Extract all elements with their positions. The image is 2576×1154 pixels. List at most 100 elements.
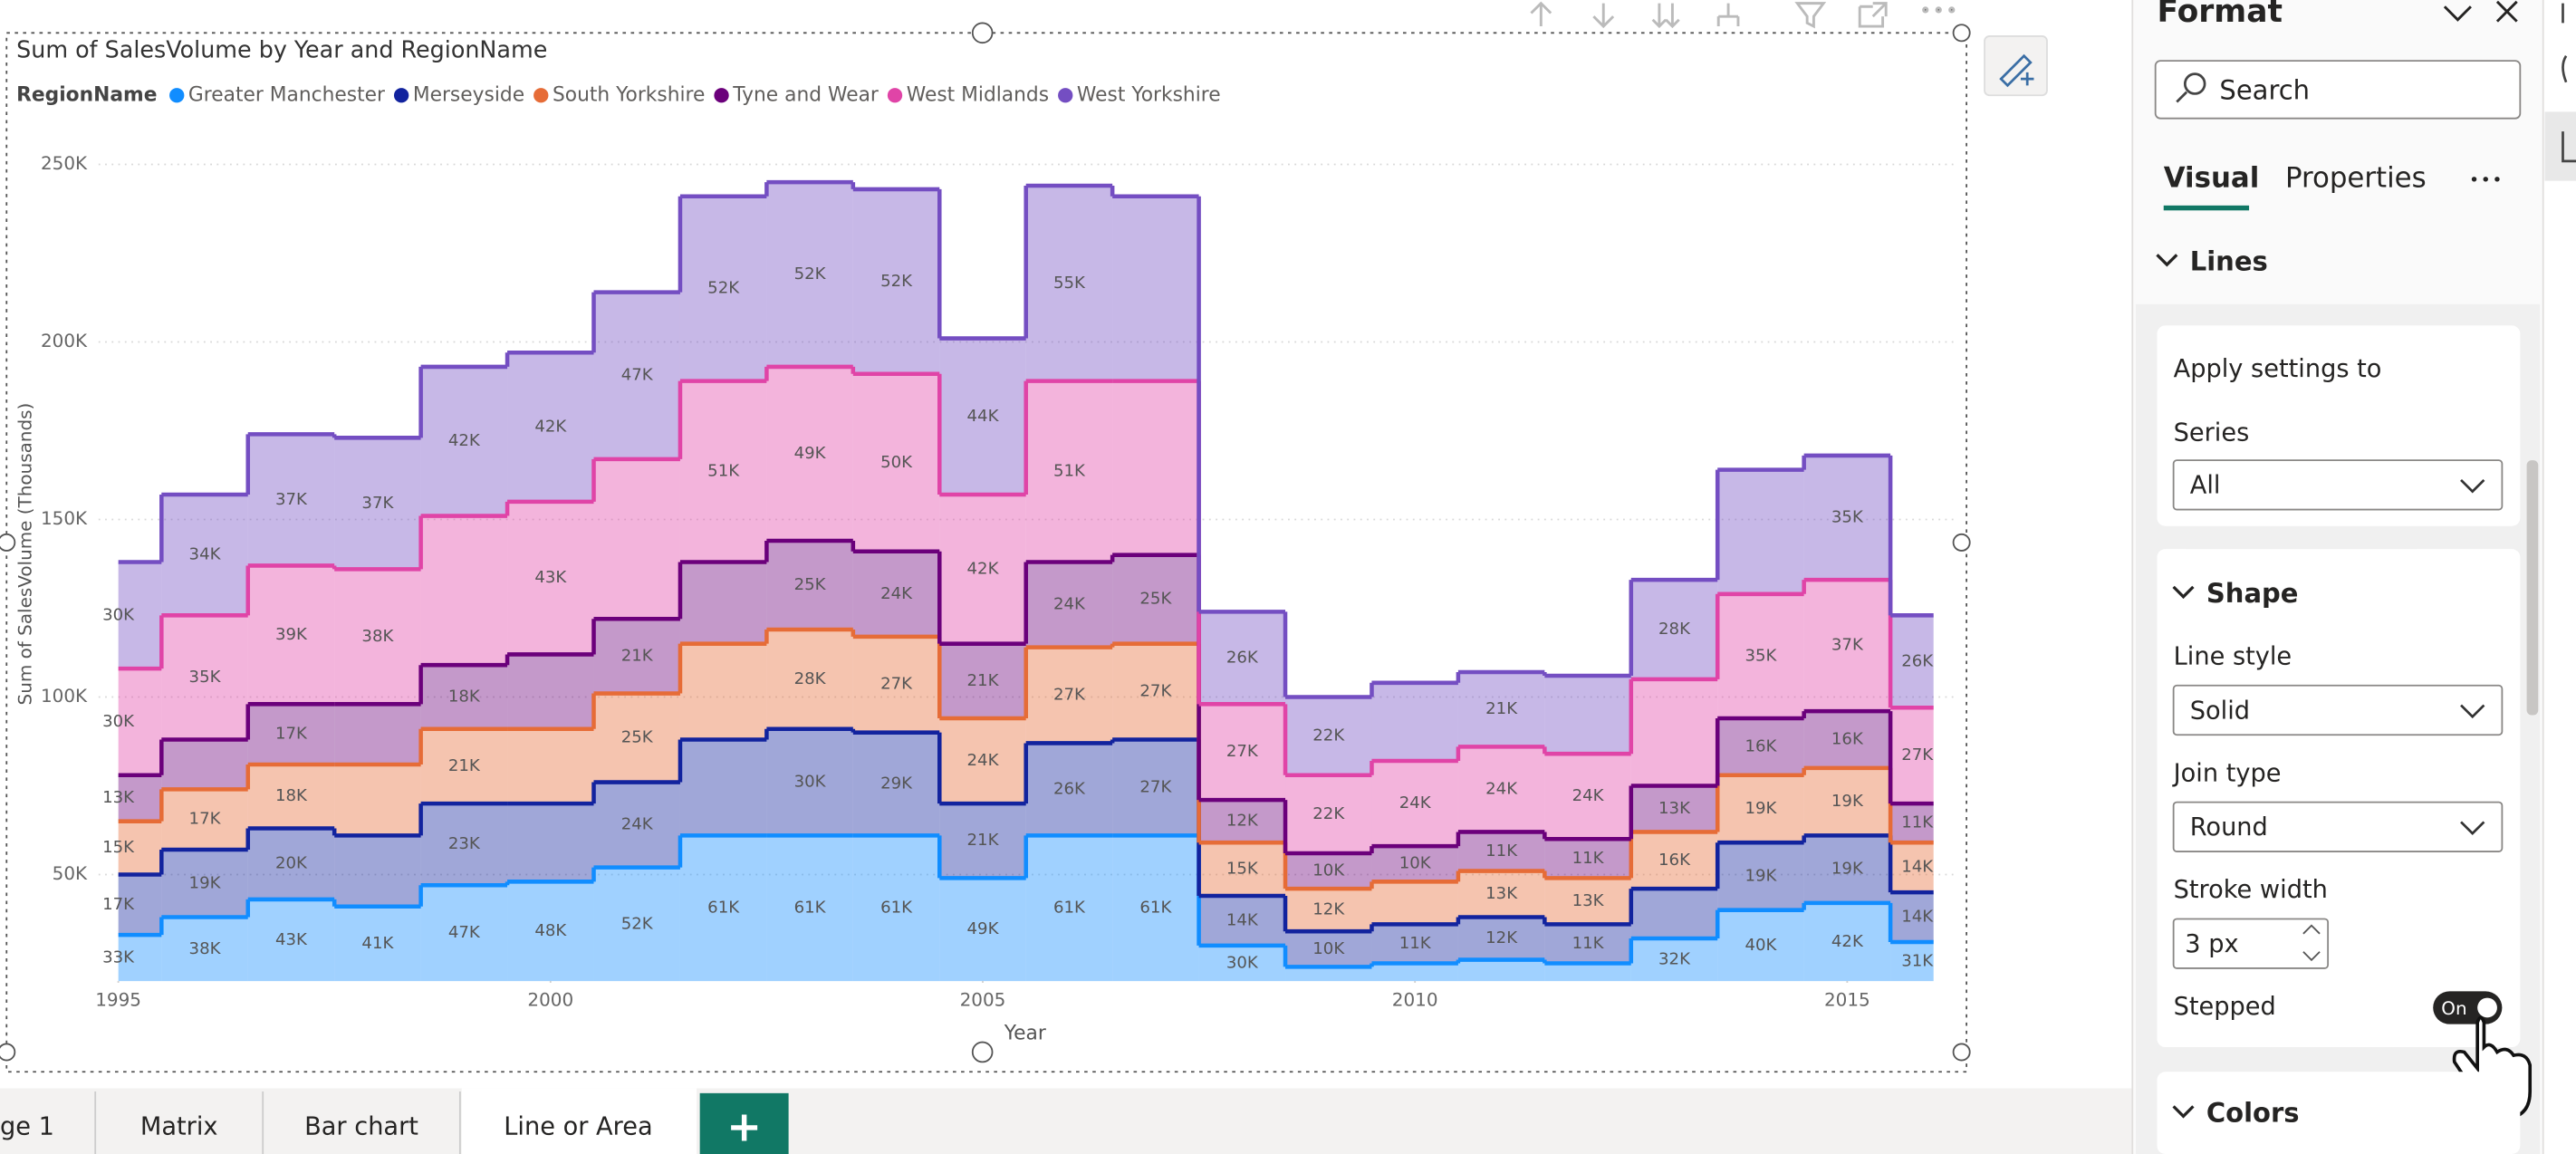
- area-step: [1285, 966, 1372, 982]
- data-label: 33K: [102, 948, 135, 967]
- active-tab[interactable]: [461, 1088, 697, 1154]
- pane-controls[interactable]: [2443, 0, 2518, 23]
- dropdown-value[interactable]: Round: [2190, 813, 2268, 841]
- x-tick-label: 2005: [960, 989, 1006, 1011]
- area-step: [1457, 959, 1545, 982]
- data-label: 51K: [1053, 462, 1086, 481]
- data-label: 19K: [189, 873, 222, 892]
- area-step: [1803, 455, 1891, 581]
- area-step: [161, 917, 248, 982]
- area-step: [507, 654, 594, 729]
- area-step: [1457, 917, 1545, 960]
- area-step: [1285, 852, 1372, 890]
- area-step: [507, 881, 594, 982]
- toggle-knob: [2477, 997, 2497, 1018]
- dropdown-value[interactable]: All: [2190, 472, 2221, 500]
- area-step: [1371, 761, 1458, 847]
- data-label: 26K: [1901, 651, 1934, 670]
- rail-icons[interactable]: [2562, 3, 2576, 163]
- area-step: [1025, 647, 1113, 744]
- area-step: [1371, 924, 1458, 964]
- data-label: 21K: [967, 831, 1000, 850]
- tab-properties[interactable]: Properties: [2285, 161, 2427, 194]
- data-label: 28K: [1658, 620, 1691, 639]
- page-tab[interactable]: Line or Area: [504, 1112, 652, 1140]
- area-step: [1198, 945, 1286, 982]
- data-label: 19K: [1831, 792, 1864, 811]
- data-label: 24K: [1053, 595, 1086, 614]
- data-label: 20K: [275, 854, 308, 873]
- data-label: 42K: [967, 559, 1000, 578]
- page-tab[interactable]: Matrix: [140, 1112, 218, 1140]
- search-box[interactable]: [2154, 60, 2522, 120]
- area-step: [1890, 842, 1934, 893]
- number-input[interactable]: [2172, 918, 2330, 969]
- step-riser: [159, 835, 1893, 967]
- chevron: [2156, 254, 2178, 267]
- area-step: [852, 636, 940, 733]
- side-rail: [2542, 0, 2576, 1154]
- area-step: [118, 774, 162, 822]
- area-step: [1198, 704, 1286, 801]
- rail-selected[interactable]: [2544, 111, 2576, 181]
- card: [2157, 1072, 2521, 1154]
- area-step: [1890, 803, 1934, 843]
- data-label: 13K: [1485, 884, 1518, 903]
- area-step: [1890, 615, 1934, 708]
- more-options[interactable]: [2471, 177, 2500, 182]
- area-step: [334, 906, 421, 982]
- scrollbar[interactable]: [2526, 460, 2539, 716]
- legend-title: RegionName: [16, 83, 157, 106]
- data-label: 42K: [534, 418, 567, 437]
- legend: Greater Manchester Merseyside South Yorksh…: [169, 83, 1221, 106]
- data-label: 13K: [1572, 891, 1605, 910]
- area-step: [1890, 707, 1934, 804]
- data-label: 11K: [1901, 813, 1934, 832]
- data-label: 42K: [1831, 932, 1864, 951]
- data-label: 30K: [102, 605, 135, 624]
- tab-visual[interactable]: Visual: [2164, 161, 2260, 194]
- dropdown[interactable]: [2172, 801, 2504, 852]
- data-label: 30K: [102, 712, 135, 731]
- card-heading[interactable]: Colors: [2206, 1097, 2300, 1128]
- x-axis-title: Year: [1004, 1023, 1046, 1045]
- field-label: Join type: [2172, 759, 2282, 787]
- area-step: [1112, 554, 1199, 644]
- area-step: [1717, 593, 1804, 719]
- data-label: 11K: [1572, 934, 1605, 953]
- dropdown[interactable]: [2172, 684, 2504, 736]
- search-placeholder[interactable]: Search: [2219, 75, 2310, 106]
- page-tab[interactable]: ge 1: [0, 1112, 54, 1140]
- lines: [118, 179, 1934, 969]
- resize-handles[interactable]: [0, 22, 1971, 1063]
- area-step: [118, 562, 162, 669]
- data-label: 26K: [1053, 779, 1086, 798]
- area-step: [161, 739, 248, 790]
- visual-toolbar[interactable]: [1530, 1, 1956, 29]
- area-step: [766, 728, 853, 836]
- area-step: [939, 495, 1026, 644]
- data-label: 55K: [1053, 274, 1086, 293]
- area-step: [1717, 842, 1804, 910]
- area-step: [507, 352, 594, 502]
- area-step: [939, 338, 1026, 495]
- area-step: [161, 495, 248, 616]
- data-label: 18K: [448, 687, 481, 706]
- area-step: [1544, 924, 1631, 964]
- data-label: 19K: [1745, 799, 1777, 818]
- dropdown[interactable]: [2172, 459, 2504, 511]
- card-heading[interactable]: Shape: [2206, 578, 2299, 609]
- areas: [118, 182, 1934, 982]
- dropdown-value[interactable]: Solid: [2190, 697, 2250, 725]
- area-step: [1457, 746, 1545, 832]
- page-tab[interactable]: Bar chart: [304, 1112, 418, 1140]
- dropdown-chevron: [2460, 704, 2485, 719]
- spinner[interactable]: [2302, 924, 2321, 962]
- input-value[interactable]: 3 px: [2185, 930, 2238, 958]
- data-label: 39K: [275, 625, 308, 644]
- area-step: [1717, 469, 1804, 594]
- area-step: [1803, 835, 1891, 903]
- section-header[interactable]: Lines: [2190, 245, 2268, 276]
- area-step: [420, 366, 508, 516]
- data-label: 12K: [1226, 812, 1259, 831]
